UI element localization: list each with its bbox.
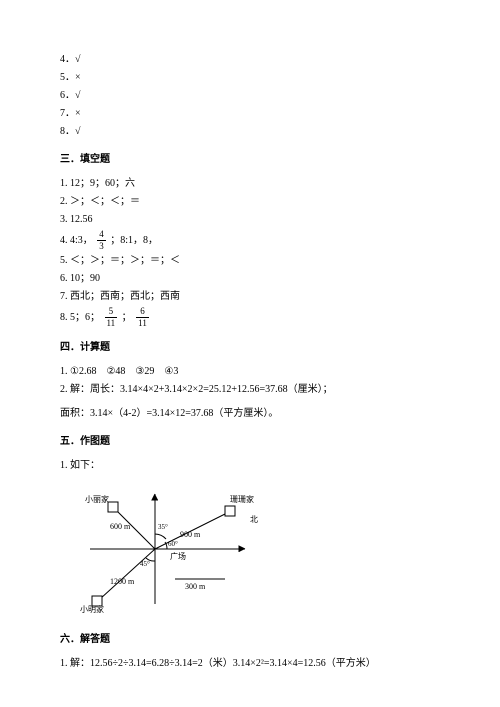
frac-num: 4 xyxy=(97,230,106,241)
fraction: 6 11 xyxy=(136,307,149,328)
section4-title: 四．计算题 xyxy=(60,340,440,356)
s3-line4-b: ；8:1，8， xyxy=(110,235,158,246)
section6-title: 六．解答题 xyxy=(60,632,440,648)
lbl-north: 北 xyxy=(250,515,258,524)
s3-line4-a: 4. 4:3， xyxy=(60,235,93,246)
section3-title: 三．填空题 xyxy=(60,152,440,168)
frac-den: 11 xyxy=(136,318,149,328)
lbl-bottom-house: 小明家 xyxy=(80,604,104,614)
s3-line8: 8. 5；6； 5 11 ； 6 11 xyxy=(60,307,440,328)
section5-title: 五．作图题 xyxy=(60,434,440,450)
frac-den: 11 xyxy=(105,318,118,328)
s5-line1: 1. 如下： xyxy=(60,458,440,474)
lbl-600: 600 m xyxy=(110,522,131,531)
pre-item: 5．× xyxy=(60,70,440,86)
fraction: 4 3 xyxy=(97,230,106,251)
frac-den: 3 xyxy=(97,241,106,251)
s3-line3: 3. 12.56 xyxy=(60,212,440,228)
lbl-ang1: 35° xyxy=(158,523,168,531)
lbl-center: 广场 xyxy=(170,551,186,561)
frac-num: 5 xyxy=(105,307,118,318)
s3-line6: 6. 10；90 xyxy=(60,271,440,287)
pre-item: 4．√ xyxy=(60,52,440,68)
s3-line7: 7. 西北；西南；西北；西南 xyxy=(60,289,440,305)
lbl-ang3: 45° xyxy=(140,560,150,568)
lbl-ang2: 60° xyxy=(168,540,178,548)
s3-line5: 5. ＜；＞；＝；＞；＝；＜ xyxy=(60,253,440,269)
s4-line3: 面积：3.14×（4-2）=3.14×12=37.68（平方厘米）。 xyxy=(60,406,440,422)
fraction: 5 11 xyxy=(105,307,118,328)
lbl-top-house: 小丽家 xyxy=(85,494,109,504)
lbl-right-house: 珊珊家 xyxy=(230,494,254,504)
lbl-900: 900 m xyxy=(180,530,201,539)
s3-line2: 2. ＞；＜；＜；＝ xyxy=(60,194,440,210)
s6-line1: 1. 解：12.56÷2÷3.14=6.28÷3.14=2（米）3.14×2²=… xyxy=(60,656,440,672)
compass-diagram: 小丽家 600 m 900 m 北 珊珊家 广场 1200 m 300 m 小明… xyxy=(80,484,440,620)
lbl-300: 300 m xyxy=(185,582,206,591)
preamble-list: 4．√ 5．× 6．√ 7．× 8．√ xyxy=(60,52,440,140)
pre-item: 6．√ xyxy=(60,88,440,104)
lbl-1200: 1200 m xyxy=(110,577,135,586)
pre-item: 7．× xyxy=(60,106,440,122)
s3-line8-a: 8. 5；6； xyxy=(60,312,100,323)
s3-line4: 4. 4:3， 4 3 ；8:1，8， xyxy=(60,230,440,251)
pre-item: 8．√ xyxy=(60,124,440,140)
s4-line1: 1. ①2.68 ②48 ③29 ④3 xyxy=(60,364,440,380)
frac-num: 6 xyxy=(136,307,149,318)
s3-line8-mid: ； xyxy=(122,312,132,323)
s4-line2: 2. 解：周长：3.14×4×2+3.14×2×2=25.12+12.56=37… xyxy=(60,382,440,398)
s3-line1: 1. 12；9；60；六 xyxy=(60,176,440,192)
